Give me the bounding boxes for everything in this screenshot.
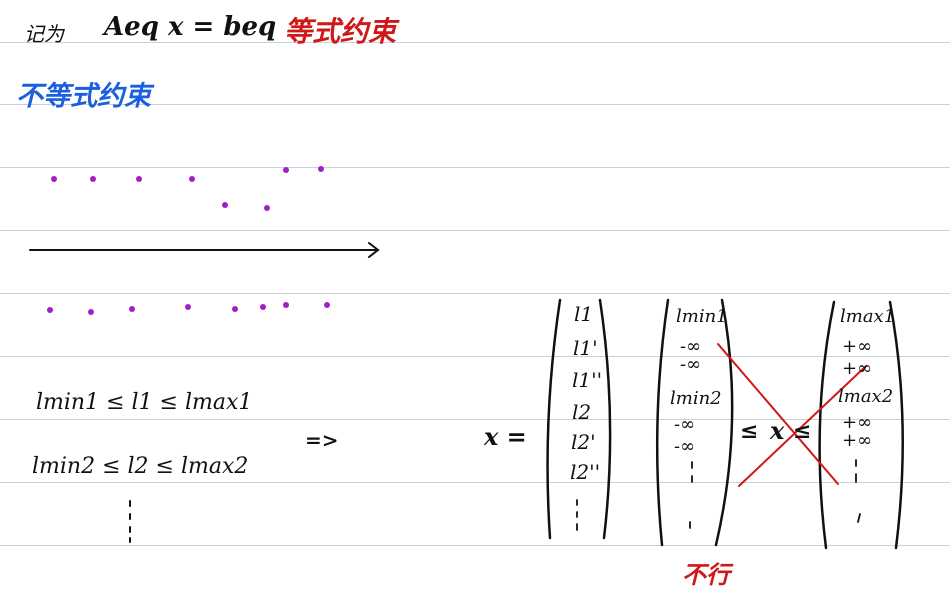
col3-entry: lmax2 — [838, 386, 894, 407]
matrix1-brackets — [546, 298, 612, 540]
leq-sign-2: ≤ — [793, 418, 812, 444]
leq-sign: ≤ — [740, 418, 759, 444]
dot — [136, 176, 142, 182]
dot — [189, 176, 195, 182]
middle-x: x — [770, 416, 785, 445]
dot — [129, 306, 135, 312]
dot — [51, 176, 57, 182]
inequality-row-1: lmin1 ≤ l1 ≤ lmax1 — [36, 390, 253, 415]
dot — [222, 202, 228, 208]
arrow — [29, 242, 380, 258]
col1-entry: l1 — [574, 302, 594, 326]
col1-entry: l2'' — [570, 460, 601, 484]
col3-entry: +∞ — [842, 336, 873, 357]
red-cross — [717, 343, 867, 487]
col3-entry: lmax1 — [840, 306, 896, 327]
dot — [260, 304, 266, 310]
dot — [232, 306, 238, 312]
ruled-line — [0, 167, 950, 168]
col1-entry: l1'' — [572, 368, 603, 392]
dot — [283, 302, 289, 308]
dot — [283, 167, 289, 173]
implies-sign: => — [305, 428, 339, 452]
equality-constraint-label: 等式约束 — [284, 15, 397, 48]
ruled-line — [0, 482, 950, 483]
col3-entry: +∞ — [842, 358, 873, 379]
ruled-line — [0, 356, 950, 357]
ruled-line — [0, 42, 950, 43]
dot — [185, 304, 191, 310]
col2-entry: lmin1 — [676, 306, 728, 327]
dot — [47, 307, 53, 313]
col2-entry: lmin2 — [670, 388, 722, 409]
matrix-ellipsis — [576, 459, 861, 531]
col3-entry: +∞ — [842, 412, 873, 433]
not-allowed-note: 不行 — [682, 560, 730, 589]
ruled-line — [0, 104, 950, 105]
col2-entry: -∞ — [680, 354, 702, 375]
header-prefix: 记为 — [24, 22, 64, 46]
inequality-row-2: lmin2 ≤ l2 ≤ lmax2 — [32, 454, 249, 479]
ruled-line — [0, 230, 950, 231]
x-equals: x = — [484, 422, 527, 451]
dot — [90, 176, 96, 182]
ruled-line — [0, 419, 950, 420]
col1-entry: l2' — [571, 430, 596, 454]
col2-entry: -∞ — [674, 414, 696, 435]
dot — [318, 166, 324, 172]
col2-entry: -∞ — [680, 336, 702, 357]
inequality-constraint-title: 不等式约束 — [16, 81, 151, 112]
ruled-line — [0, 545, 950, 546]
col1-entry: l1' — [573, 336, 598, 360]
dot — [324, 302, 330, 308]
matrix2-brackets — [655, 298, 734, 547]
header-equation: Aeq x = beq — [104, 12, 277, 42]
col1-entry: l2 — [572, 400, 592, 424]
matrix3-brackets — [818, 300, 904, 550]
dot — [264, 205, 270, 211]
dot — [88, 309, 94, 315]
ruled-line — [0, 293, 950, 294]
col2-entry: -∞ — [674, 436, 696, 457]
col3-entry: +∞ — [842, 430, 873, 451]
